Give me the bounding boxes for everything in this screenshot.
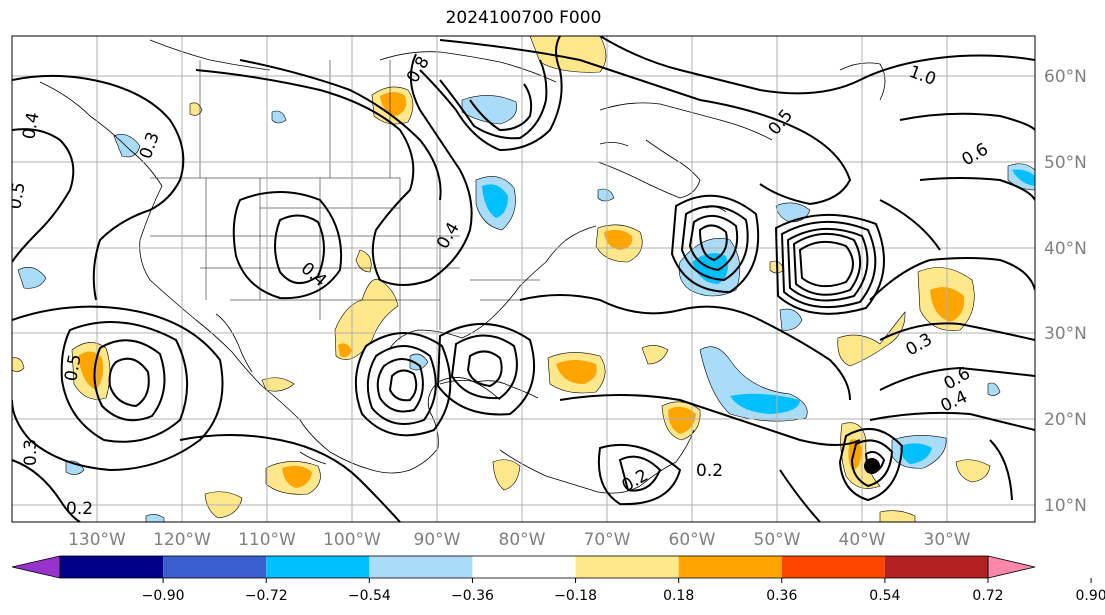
lon-label: 110°W [238, 530, 296, 550]
colorbar-tick-label: 0.72 [972, 588, 1003, 604]
state-borders [150, 60, 540, 340]
colorbar-tick-label: 0.18 [663, 588, 694, 604]
contour-label: 0.4 [19, 111, 43, 141]
lat-label: 10°N [1044, 496, 1087, 516]
colorbar-segment [678, 556, 782, 578]
colorbar-segment [163, 556, 267, 578]
lon-label: 100°W [323, 530, 381, 550]
colorbar-extend-min [11, 555, 61, 579]
lat-label: 40°N [1044, 239, 1087, 259]
low-pressure-core [864, 458, 880, 474]
contour-lines [12, 36, 1035, 522]
lon-label: 70°W [584, 530, 631, 550]
lon-label: 60°W [669, 530, 716, 550]
lon-label: 130°W [68, 530, 126, 550]
lat-label: 50°N [1044, 153, 1087, 173]
colorbar-tick-label: −0.18 [554, 588, 597, 604]
contour-label: 0.5 [61, 353, 85, 383]
map-frame [11, 35, 1036, 523]
latitude-labels: 60°N 50°N 40°N 30°N 20°N 10°N [1044, 67, 1087, 516]
contour-label: 0.3 [21, 439, 41, 466]
colorbar-tick-label: 0.54 [869, 588, 900, 604]
colorbar-tick-label: −0.72 [245, 588, 288, 604]
warm-anomaly-shading [12, 36, 991, 522]
lat-label: 60°N [1044, 67, 1087, 87]
lon-label: 50°W [754, 530, 801, 550]
lat-label: 20°N [1044, 410, 1087, 430]
colorbar-frame [59, 555, 989, 579]
colorbar-segment [884, 556, 988, 578]
colorbar-tick-label: 0.36 [766, 588, 797, 604]
lon-label: 120°W [153, 530, 211, 550]
colorbar-tick-label: −0.36 [451, 588, 494, 604]
colorbar-tick-label: −0.54 [348, 588, 391, 604]
colorbar-tick-label: −0.90 [142, 588, 185, 604]
lat-label: 30°N [1044, 324, 1087, 344]
lon-label: 30°W [924, 530, 971, 550]
colorbar: −0.90 −0.72 −0.54 −0.36 −0.18 0.18 0.36 0.54 0.7… [11, 555, 1105, 604]
colorbar-segment [472, 556, 576, 578]
colorbar-segment [266, 556, 370, 578]
colorbar-segment [781, 556, 885, 578]
contour-label: 0.2 [66, 499, 93, 519]
longitude-labels: 130°W 120°W 110°W 100°W 90°W 80°W 70°W 6… [68, 530, 971, 550]
contour-label: 0.5 [5, 181, 29, 211]
colorbar-segment [575, 556, 679, 578]
lon-label: 40°W [839, 530, 886, 550]
cold-anomaly-shading [17, 95, 1035, 522]
colorbar-segment [60, 556, 164, 578]
map-title: 2024100700 F000 [445, 8, 602, 28]
colorbar-extend-max [987, 555, 1036, 579]
colorbar-tick-label: 0.90 [1076, 588, 1105, 604]
lon-label: 80°W [499, 530, 546, 550]
lon-label: 90°W [414, 530, 461, 550]
colorbar-segment [369, 556, 473, 578]
contour-label: 0.2 [696, 461, 723, 481]
